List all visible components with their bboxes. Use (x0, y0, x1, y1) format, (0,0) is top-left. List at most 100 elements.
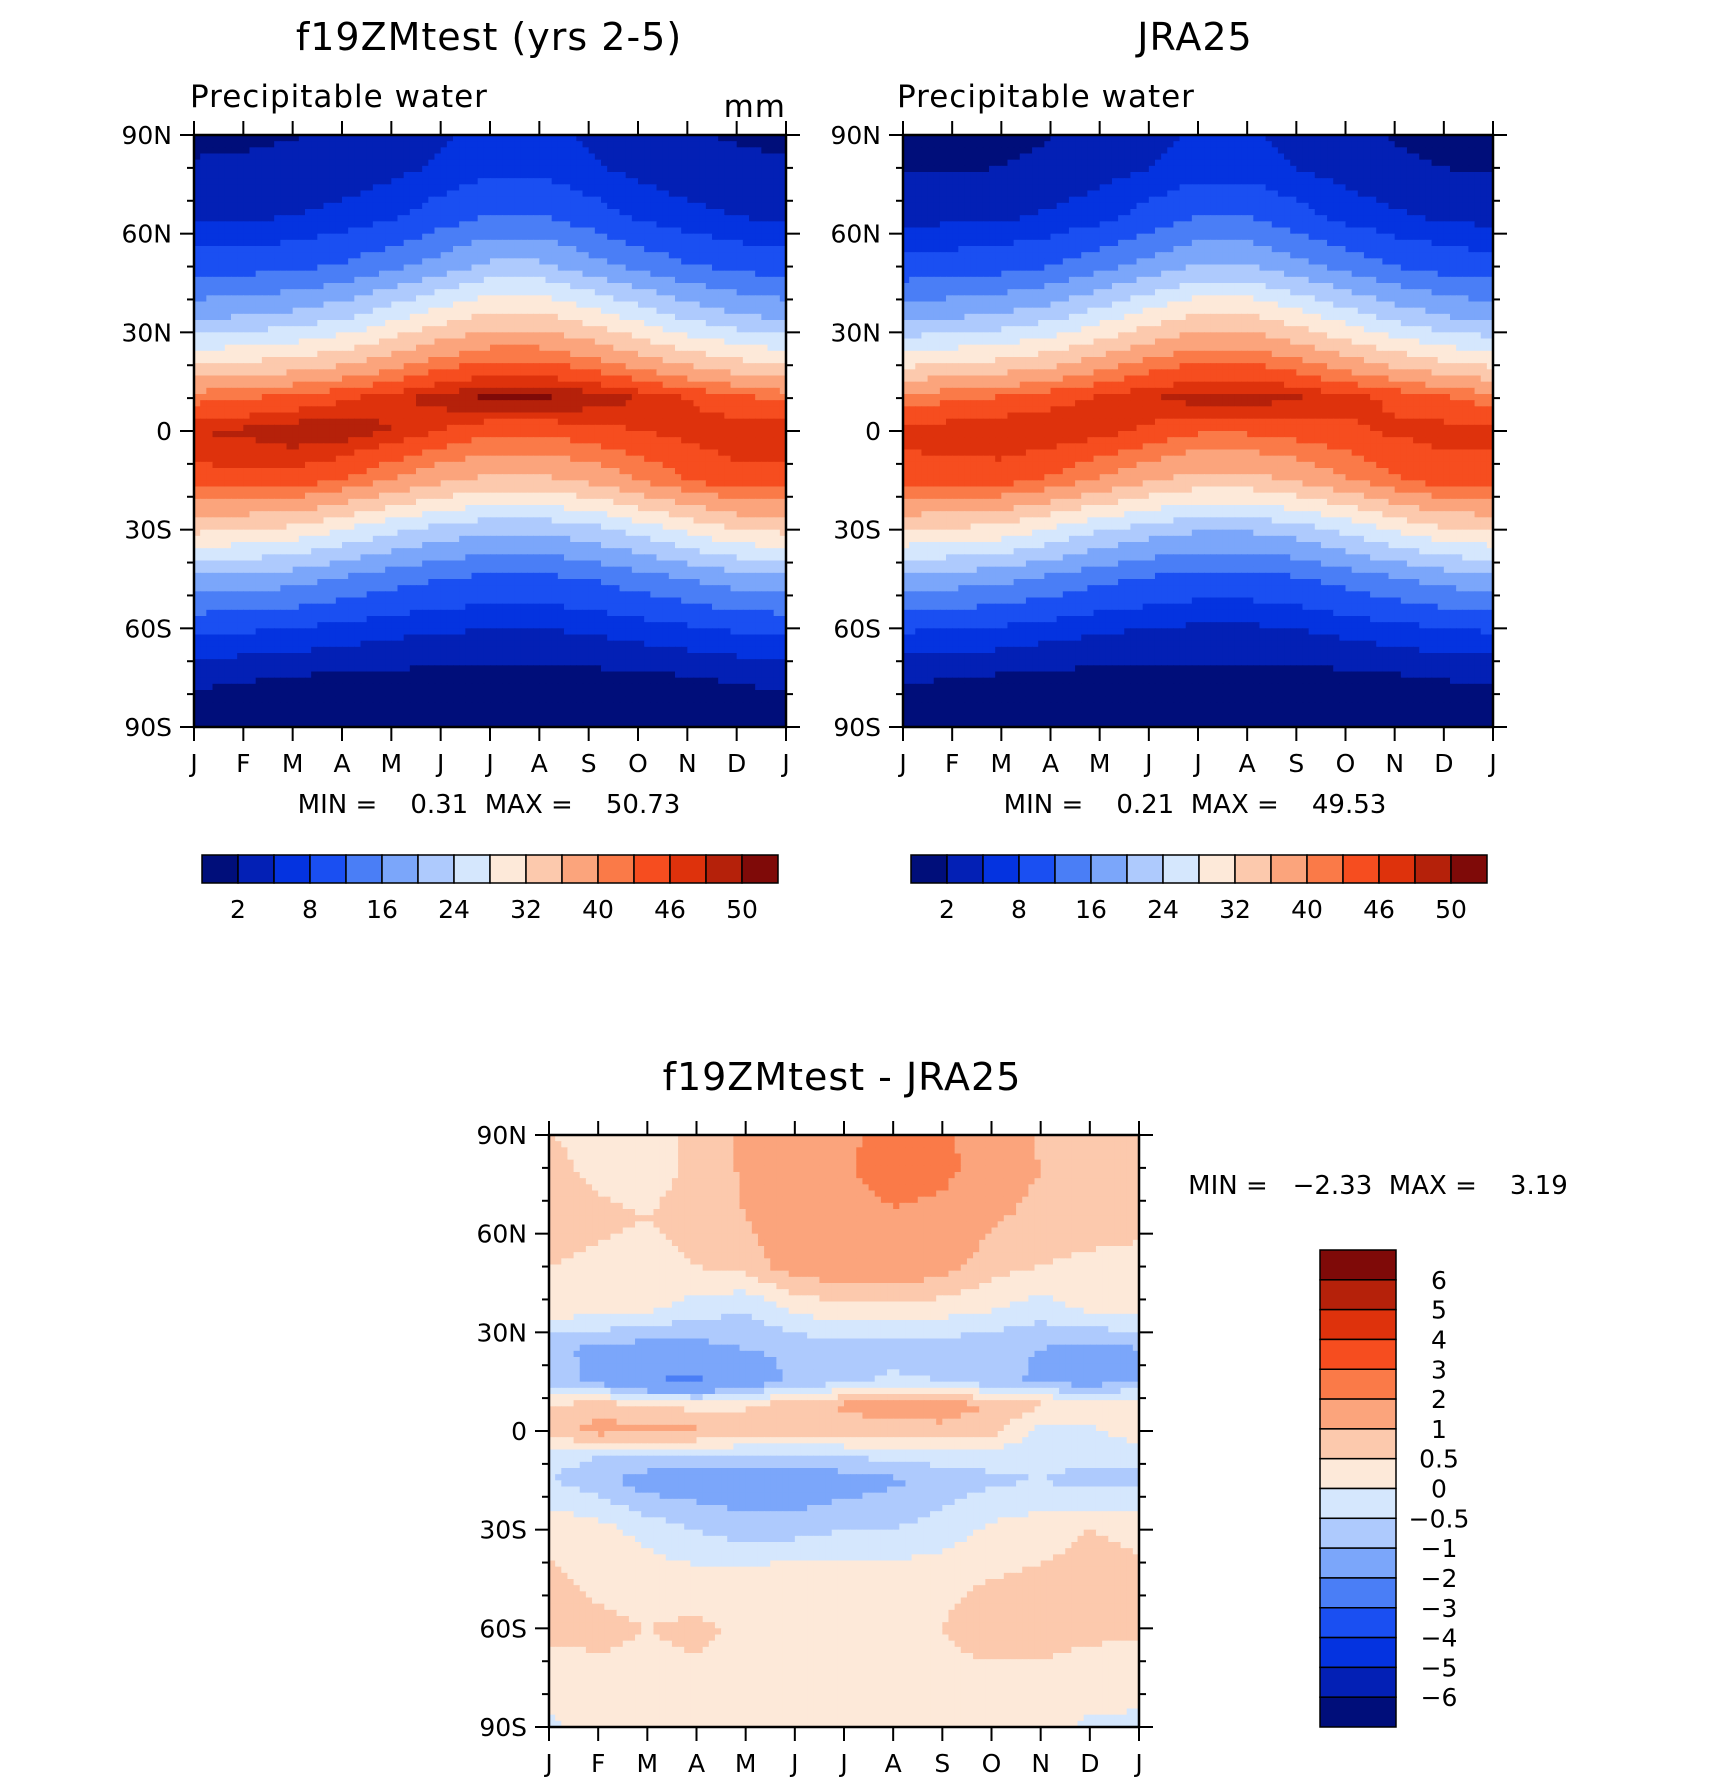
field-cell (472, 203, 479, 210)
field-cell (694, 302, 701, 309)
field-cell (330, 295, 337, 302)
field-cell (558, 376, 565, 383)
field-cell (391, 437, 398, 444)
field-cell (583, 203, 590, 210)
field-cell (330, 172, 337, 179)
field-cell (317, 178, 324, 185)
field-cell (712, 431, 719, 438)
field-cell (737, 154, 744, 161)
field-cell (317, 209, 324, 216)
field-cell (379, 332, 386, 339)
field-cell (305, 345, 312, 352)
field-cell (348, 209, 355, 216)
field-cell (391, 215, 398, 222)
field-cell (768, 320, 775, 327)
field-cell (404, 425, 411, 432)
field-cell (558, 203, 565, 210)
field-cell (361, 252, 368, 259)
field-cell (681, 443, 688, 450)
field-cell (724, 197, 731, 204)
field-cell (422, 178, 429, 185)
field-cell (663, 258, 670, 265)
field-cell (601, 172, 608, 179)
field-cell (287, 326, 294, 333)
field-cell (564, 252, 571, 259)
field-cell (737, 450, 744, 457)
field-cell (774, 308, 781, 315)
field-cell (317, 240, 324, 247)
field-cell (546, 437, 553, 444)
field-cell (311, 406, 318, 413)
field-cell (583, 209, 590, 216)
field-cell (422, 265, 429, 272)
field-cell (465, 425, 472, 432)
field-cell (515, 369, 522, 376)
field-cell (484, 283, 491, 290)
field-cell (755, 308, 762, 315)
field-cell (731, 339, 738, 346)
field-cell (607, 339, 614, 346)
field-cell (293, 147, 300, 154)
field-cell (613, 228, 620, 235)
field-cell (379, 400, 386, 407)
field-cell (749, 234, 756, 241)
field-cell (317, 277, 324, 284)
field-cell (206, 363, 213, 370)
field-cell (311, 141, 318, 148)
field-cell (330, 240, 337, 247)
field-cell (478, 141, 485, 148)
field-cell (287, 388, 294, 395)
field-cell (502, 178, 509, 185)
field-cell (644, 191, 651, 198)
field-cell (354, 166, 361, 173)
field-cell (379, 166, 386, 173)
field-cell (268, 265, 275, 272)
field-cell (361, 437, 368, 444)
field-cell (311, 332, 318, 339)
field-cell (447, 345, 454, 352)
field-cell (243, 277, 250, 284)
field-cell (478, 450, 485, 457)
field-cell (558, 302, 565, 309)
field-cell (379, 141, 386, 148)
field-cell (237, 147, 244, 154)
field-cell (206, 450, 213, 457)
field-cell (379, 178, 386, 185)
field-cell (324, 450, 331, 457)
field-cell (613, 351, 620, 358)
field-cell (206, 141, 213, 148)
field-cell (687, 425, 694, 432)
field-cell (225, 437, 232, 444)
field-cell (595, 443, 602, 450)
field-cell (502, 271, 509, 278)
field-cell (613, 209, 620, 216)
field-cell (749, 184, 756, 191)
field-cell (737, 345, 744, 352)
field-cell (755, 382, 762, 389)
field-cell (416, 394, 423, 401)
field-cell (644, 406, 651, 413)
field-cell (595, 265, 602, 272)
field-cell (613, 184, 620, 191)
field-cell (422, 345, 429, 352)
field-cell (576, 406, 583, 413)
field-cell (613, 295, 620, 302)
field-cell (447, 450, 454, 457)
field-cell (231, 308, 238, 315)
field-cell (398, 450, 405, 457)
field-cell (231, 443, 238, 450)
field-cell (749, 443, 756, 450)
field-cell (712, 215, 719, 222)
field-cell (496, 369, 503, 376)
field-cell (225, 178, 232, 185)
field-cell (287, 209, 294, 216)
field-cell (465, 197, 472, 204)
field-cell (311, 234, 318, 241)
field-cell (472, 252, 479, 259)
field-cell (317, 357, 324, 364)
field-cell (552, 234, 559, 241)
field-cell (515, 246, 522, 253)
field-cell (422, 308, 429, 315)
field-cell (546, 265, 553, 272)
field-cell (552, 425, 559, 432)
